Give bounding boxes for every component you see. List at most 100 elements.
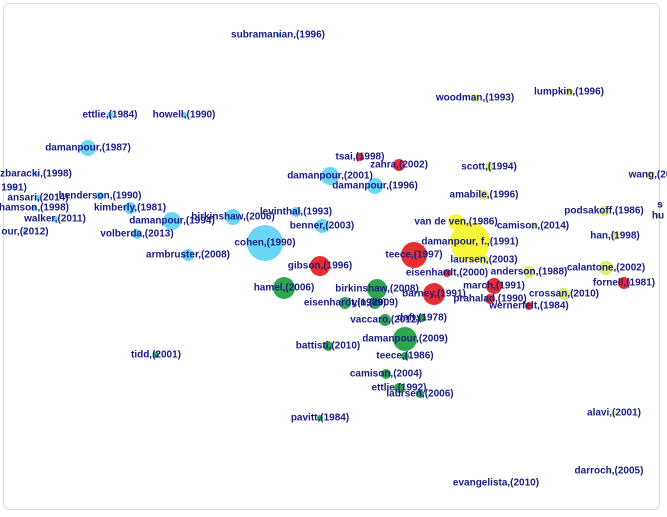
node bbox=[323, 341, 333, 351]
node bbox=[163, 212, 181, 230]
node bbox=[523, 266, 535, 278]
node bbox=[607, 469, 611, 473]
node-label: battisti,(2010) bbox=[296, 341, 360, 352]
node bbox=[35, 195, 41, 201]
node bbox=[310, 256, 330, 276]
node bbox=[618, 277, 630, 289]
node bbox=[471, 94, 479, 102]
node bbox=[657, 202, 663, 208]
node bbox=[291, 207, 301, 217]
node bbox=[317, 415, 323, 421]
node-label: zahra,(2002) bbox=[370, 160, 428, 171]
node bbox=[479, 190, 489, 200]
node-label: damanpour,(2001) bbox=[287, 171, 373, 182]
node bbox=[225, 209, 241, 225]
node-label: damanpour,(1996) bbox=[332, 181, 418, 192]
node bbox=[96, 192, 104, 200]
node-label: alavi,(2001) bbox=[587, 408, 641, 419]
node bbox=[153, 352, 159, 358]
node-label: fornell,(1981) bbox=[593, 278, 655, 289]
node-label: armbruster,(2008) bbox=[146, 250, 230, 261]
node-label: eisenhardt,(1989) bbox=[304, 298, 386, 309]
node-label: wernerfelt,(1984) bbox=[488, 301, 568, 312]
node-label: damanpour,(2009) bbox=[362, 334, 448, 345]
node bbox=[530, 223, 536, 229]
node bbox=[565, 88, 573, 96]
node bbox=[394, 383, 404, 393]
node-label: gibson,(1996) bbox=[288, 261, 352, 272]
node bbox=[401, 242, 427, 268]
node-label: calantone,(2002) bbox=[567, 263, 645, 274]
node-label: daft,(1978) bbox=[397, 313, 447, 324]
node bbox=[273, 277, 295, 299]
node-label: s bbox=[657, 200, 663, 211]
node-label: yin,(2009) bbox=[352, 298, 398, 309]
node bbox=[494, 481, 498, 485]
node-label: laursen,(2006) bbox=[386, 389, 453, 400]
node-label: teece,(1986) bbox=[376, 351, 433, 362]
node bbox=[31, 205, 37, 211]
node bbox=[393, 159, 405, 171]
node bbox=[80, 140, 96, 156]
frame bbox=[3, 3, 660, 510]
node bbox=[52, 216, 58, 222]
node bbox=[369, 297, 381, 309]
node bbox=[12, 186, 16, 190]
node-label: evangelista,(2010) bbox=[453, 478, 539, 489]
node-label: vaccaro,(2012) bbox=[350, 315, 420, 326]
node-label: march,(1991) bbox=[463, 281, 525, 292]
node-label: kimberly,(1981) bbox=[94, 203, 166, 214]
node-label: volberda,(2013) bbox=[100, 229, 173, 240]
node-label: birkinshaw,(2008) bbox=[335, 284, 419, 295]
node-label: henderson,(1990) bbox=[59, 191, 142, 202]
node bbox=[124, 202, 136, 214]
node bbox=[381, 369, 391, 379]
node-label: zbaracki,(1998) bbox=[0, 169, 72, 180]
node-label: prahalad,(1990) bbox=[453, 294, 526, 305]
node-label: 1991) bbox=[1, 183, 27, 194]
node bbox=[655, 213, 661, 219]
node bbox=[599, 261, 613, 275]
node-label: benner,(2003) bbox=[290, 221, 354, 232]
node bbox=[367, 279, 387, 299]
node bbox=[599, 206, 609, 216]
node bbox=[423, 283, 445, 305]
node bbox=[276, 33, 280, 37]
node-label: crossan,(2010) bbox=[529, 289, 599, 300]
node bbox=[479, 255, 489, 265]
node bbox=[379, 314, 391, 326]
node bbox=[393, 327, 417, 351]
node bbox=[485, 163, 493, 171]
node bbox=[525, 302, 533, 310]
node bbox=[416, 390, 424, 398]
node-label: wang,(20 bbox=[628, 170, 667, 181]
node bbox=[558, 288, 570, 300]
node-label: podsakoff,(1986) bbox=[564, 206, 643, 217]
node bbox=[34, 172, 38, 176]
node bbox=[315, 219, 329, 233]
node bbox=[356, 153, 364, 161]
node-label: levinthal,(1993) bbox=[260, 207, 332, 218]
node-label: ettlie,(1992) bbox=[371, 383, 426, 394]
node-label: amabile,(1996) bbox=[450, 190, 519, 201]
node-label: teece,(1997) bbox=[385, 250, 442, 261]
node bbox=[107, 112, 113, 118]
node-label: camison,(2004) bbox=[350, 369, 422, 380]
node bbox=[182, 249, 194, 261]
nodes bbox=[12, 33, 663, 485]
node bbox=[418, 314, 426, 322]
node-label: van de ven,(1986) bbox=[414, 217, 497, 228]
node bbox=[339, 297, 351, 309]
node bbox=[485, 294, 495, 304]
labels: subramanian,(1996) woodman,(1993) lumpkin,… bbox=[0, 30, 667, 489]
node bbox=[132, 229, 142, 239]
node-label: woodman,(1993) bbox=[435, 93, 514, 104]
node-label: hamson,(1998) bbox=[0, 203, 69, 214]
node-label: tidd,(2001) bbox=[131, 350, 181, 361]
node bbox=[486, 278, 502, 294]
node-label: pavitt,(1984) bbox=[291, 413, 349, 424]
node bbox=[646, 171, 654, 179]
node-label: hamel,(2006) bbox=[254, 283, 315, 294]
